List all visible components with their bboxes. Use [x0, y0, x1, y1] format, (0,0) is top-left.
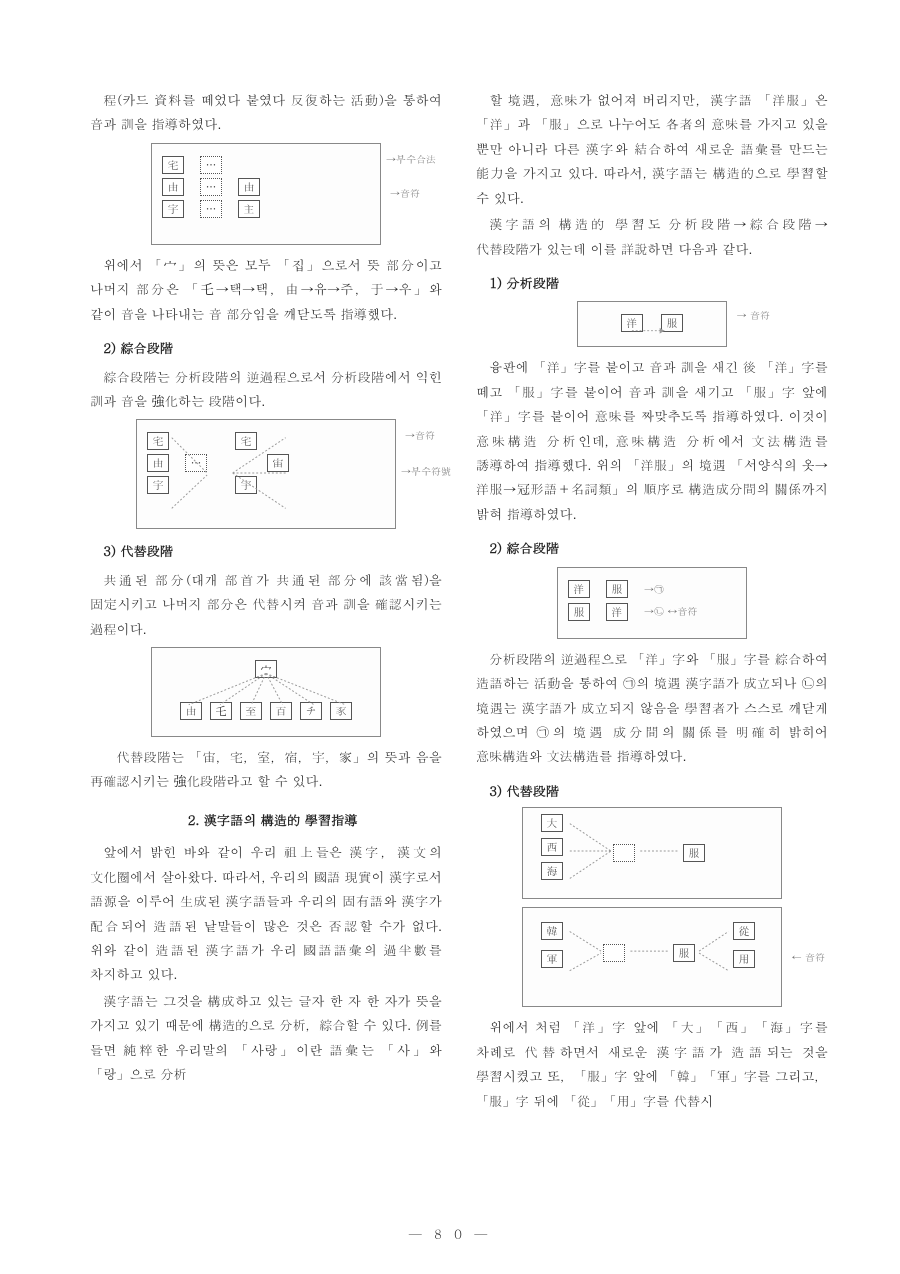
para: 漢字語는 그것을 構成하고 있는 글자 한 자 한 자가 뜻을 가지고 있기 때…	[90, 989, 442, 1087]
card: 服	[661, 314, 683, 332]
card: 韓	[541, 922, 563, 940]
card-blank	[613, 844, 635, 862]
para: 위에서 처럼 「洋」字 앞에 「大」「西」「海」字를 차례로 代替하면서 새로운…	[476, 1015, 828, 1113]
card: 宙	[267, 454, 289, 472]
card: 宇	[147, 476, 169, 494]
figure-note: →부수合法	[386, 150, 436, 169]
figure-note: →音符	[390, 184, 420, 203]
page-number: — 8 0 —	[0, 1222, 900, 1246]
para: 綜合段階는 分析段階의 逆過程으로서 分析段階에서 익힌 訓과 音을 強化하는 …	[90, 365, 442, 414]
left-column: 程(카드 資料를 떼었다 붙였다 反復하는 活動)을 통하여 音과 訓을 指導하…	[90, 88, 442, 1234]
para: 漢字語의 構造的 學習도 分析段階→綜合段階→代替段階가 있는데 이를 詳說하면…	[476, 212, 828, 261]
card: 由	[147, 454, 169, 472]
card: 宅	[235, 432, 257, 450]
card: 服	[683, 844, 705, 862]
figure-note: →㉡ ↔音符	[644, 602, 697, 621]
card: 大	[541, 814, 563, 832]
para: 위에서 「宀」의 뜻은 모두 「집」으로서 뜻 部分이고 나머지 部分은 「乇→…	[90, 253, 442, 326]
card: 服	[568, 603, 590, 621]
card: チ	[300, 702, 322, 720]
card: 主	[238, 200, 260, 218]
card: 洋	[621, 314, 643, 332]
card: 服	[673, 944, 695, 962]
figure-note: →부수符號	[401, 462, 451, 481]
card: 百	[270, 702, 292, 720]
card: 從	[733, 922, 755, 940]
heading: 1) 分析段階	[476, 271, 828, 295]
card: 豕	[330, 702, 352, 720]
figure-box: 韓 軍 服 從 用 ← 音符	[522, 907, 782, 1007]
card: …	[200, 200, 222, 218]
heading: 2) 綜合段階	[476, 536, 828, 560]
card: 宇	[162, 200, 184, 218]
figure-group: 大 西 海 服 韓 軍 服	[522, 807, 782, 1007]
para: 융판에 「洋」字를 붙이고 音과 訓을 새긴 後 「洋」字를 떼고 「服」字를 …	[476, 355, 828, 526]
card: …	[200, 156, 222, 174]
card: 由	[180, 702, 202, 720]
heading: 2) 綜合段階	[90, 336, 442, 360]
card: …	[200, 178, 222, 196]
heading: 3) 代替段階	[90, 539, 442, 563]
para: 앞에서 밝힌 바와 같이 우리 祖上들은 漢字，漢文의 文化圈에서 살아왔다. …	[90, 840, 442, 987]
card: 洋	[606, 603, 628, 621]
card: 海	[541, 862, 563, 880]
para: 分析段階의 逆過程으로 「洋」字와 「服」字를 綜合하여 造語하는 活動을 통하…	[476, 647, 828, 769]
card: 乇	[210, 702, 232, 720]
card: 由	[162, 178, 184, 196]
card-blank	[603, 944, 625, 962]
figure-note: →音符	[405, 426, 435, 445]
card: 西	[541, 838, 563, 856]
figure-note: →㉠	[644, 580, 664, 599]
card: 由	[238, 178, 260, 196]
para: 할 境遇，意味가 없어져 버리지만，漢字語 「洋服」은 「洋」과 「服」으로 나…	[476, 88, 828, 210]
card: 宅	[162, 156, 184, 174]
figure-note: → 音符	[737, 306, 770, 325]
card: 宅	[147, 432, 169, 450]
figure-box: 洋 服 → 音符	[577, 301, 727, 347]
card: …	[185, 454, 207, 472]
card: 服	[606, 580, 628, 598]
page: 程(카드 資料를 떼었다 붙였다 反復하는 活動)을 통하여 音과 訓을 指導하…	[0, 0, 900, 1274]
card: 至	[240, 702, 262, 720]
right-column: 할 境遇，意味가 없어져 버리지만，漢字語 「洋服」은 「洋」과 「服」으로 나…	[476, 88, 828, 1234]
para: 代替段階는 「宙，宅，室，宿，宇，家」의 뜻과 음을 再確認시키는 強化段階라고…	[90, 745, 442, 794]
figure-box: 宅 宅 →音符 由 … 宙 →부수符號 宇 宇	[136, 419, 396, 529]
figure-box: 大 西 海 服	[522, 807, 782, 899]
card: 宇	[235, 476, 257, 494]
heading: 3) 代替段階	[476, 779, 828, 803]
para: 共通된 部分(대개 部首가 共通된 部分에 該當됨)을 固定시키고 나머지 部分…	[90, 568, 442, 641]
figure-box: 宀 由 乇 至 百 チ 豕	[151, 647, 381, 737]
section-title: 2. 漢字語의 構造的 學習指導	[90, 808, 442, 832]
figure-note: ← 音符	[792, 948, 825, 967]
card: 洋	[568, 580, 590, 598]
card: 宀	[255, 660, 277, 678]
para: 程(카드 資料를 떼었다 붙였다 反復하는 活動)을 통하여 音과 訓을 指導하…	[90, 88, 442, 137]
card: 軍	[541, 950, 563, 968]
figure-box: 宅 … →부수合法 由 … 由 →音符 宇 … 主	[151, 143, 381, 245]
figure-box: 洋 服 →㉠ 服 洋 →㉡ ↔音符	[557, 567, 747, 639]
card: 用	[733, 950, 755, 968]
